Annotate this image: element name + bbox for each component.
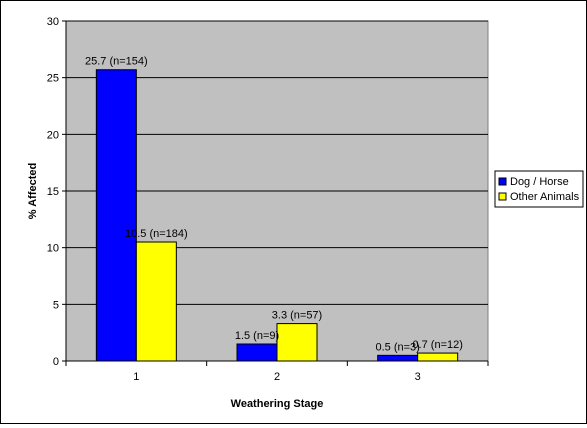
bar-other-animals-3 [417, 352, 459, 362]
x-tick-label: 1 [133, 371, 139, 383]
axes [62, 20, 489, 366]
y-tick-label: 5 [53, 299, 59, 311]
y-tick-label: 10 [47, 243, 59, 255]
y-tick-label: 15 [47, 186, 59, 198]
bar-dog-horse-1 [95, 69, 137, 362]
bar-other-animals-1 [135, 241, 177, 362]
y-tick-label: 20 [47, 129, 59, 141]
bar-dog-horse-2 [236, 343, 278, 362]
y-tick-label: 0 [53, 356, 59, 368]
data-label: 1.5 (n=9) [235, 330, 279, 342]
y-tick-labels: 0 5 10 15 20 25 30 [47, 16, 59, 368]
legend-swatch [498, 177, 507, 186]
data-label: 0.7 (n=12) [412, 339, 462, 351]
legend-entry: Other Animals [510, 191, 580, 203]
data-labels: 25.7 (n=154) 10.5 (n=184) 1.5 (n=9) 3.3 (n=… [85, 56, 463, 354]
legend-entry: Dog / Horse [510, 176, 569, 188]
data-label: 10.5 (n=184) [125, 228, 188, 240]
bars [95, 69, 459, 362]
y-axis-title: % Affected [27, 163, 39, 219]
y-tick-label: 30 [47, 16, 59, 28]
legend-swatch [498, 192, 507, 201]
bar-dog-horse-3 [377, 354, 419, 362]
x-axis-title: Weathering Stage [231, 398, 324, 410]
x-tick-labels: 1 2 3 [133, 371, 420, 383]
data-label: 0.5 (n=3) [375, 341, 419, 353]
data-label: 3.3 (n=57) [272, 310, 322, 322]
x-tick-label: 2 [274, 371, 280, 383]
legend: Dog / Horse Other Animals [494, 170, 584, 208]
bar-other-animals-2 [276, 323, 318, 362]
data-label: 25.7 (n=154) [85, 56, 148, 68]
y-tick-label: 25 [47, 73, 59, 85]
legend-box [494, 170, 584, 208]
x-tick-label: 3 [415, 371, 421, 383]
